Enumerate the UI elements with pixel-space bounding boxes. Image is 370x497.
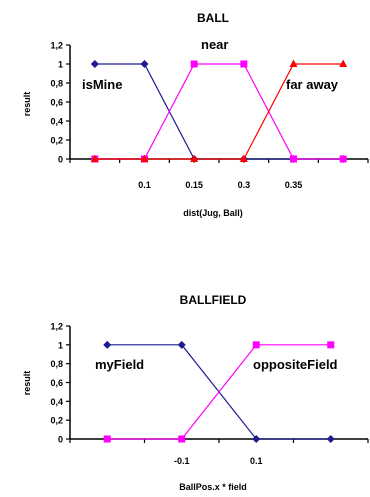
data-point-marker [240, 60, 248, 68]
data-point-marker [190, 60, 198, 68]
series-label-far-away: far away [286, 77, 339, 92]
x-tick-label: 0.1 [138, 180, 151, 190]
data-point-marker [90, 154, 99, 162]
plot-area: 1,2 1 0,8 0,6 0,4 0,2 0 0.1 0.15 0.3 0.35 [50, 41, 369, 190]
data-point-marker [103, 435, 111, 443]
data-point-marker [339, 155, 347, 163]
data-point-marker [326, 435, 335, 443]
y-tick-label: 0,8 [50, 359, 63, 369]
x-tick-label: 0.35 [285, 180, 303, 190]
data-point-marker [190, 154, 199, 162]
chart-ball: BALL dist(Jug, Ball) result 1,2 1 0,8 0,6 0,… [22, 11, 369, 218]
chart-ballfield: BALLFIELD BallPos.x * field result 1,2 1 0… [22, 293, 369, 492]
plot-area: 1,2 1 0,8 0,6 0,4 0,2 0 -0.1 0.1 [50, 322, 369, 466]
data-point-marker [178, 435, 186, 443]
data-point-marker [90, 60, 99, 68]
data-point-marker [339, 59, 348, 67]
y-axis-label: result [22, 371, 32, 396]
series-label-ismine: isMine [82, 77, 122, 92]
x-tick-label: 0.3 [238, 180, 251, 190]
series-label-myfield: myField [95, 357, 144, 372]
data-point-marker [252, 435, 261, 443]
data-point-marker [327, 341, 335, 349]
y-tick-label: 0 [58, 435, 63, 445]
x-tick-label: -0.1 [174, 456, 190, 466]
x-axis-label: BallPos.x * field [179, 482, 247, 492]
y-tick-label: 1,2 [50, 41, 63, 51]
x-tick-label: 0.1 [250, 456, 263, 466]
data-point-marker [252, 341, 260, 349]
series-line [107, 344, 331, 440]
series-label-oppositefield: oppositeField [253, 357, 338, 372]
y-tick-label: 0 [58, 155, 63, 165]
y-tick-label: 0,6 [50, 98, 63, 108]
y-tick-label: 0,4 [50, 117, 63, 127]
data-point-marker [290, 155, 297, 163]
y-tick-label: 0,2 [50, 416, 63, 426]
data-point-marker [177, 340, 186, 349]
y-tick-label: 0,2 [50, 136, 63, 146]
y-tick-label: 1,2 [50, 322, 63, 332]
chart-title: BALL [197, 11, 229, 25]
data-point-marker [289, 59, 298, 67]
series-label-near: near [201, 37, 228, 52]
data-point-marker [103, 340, 112, 349]
chart-title: BALLFIELD [180, 293, 247, 307]
y-tick-label: 0,4 [50, 397, 63, 407]
data-point-marker [140, 60, 149, 68]
x-tick-label: 0.15 [185, 180, 203, 190]
x-axis-label: dist(Jug, Ball) [183, 208, 243, 218]
y-axis-label: result [22, 92, 32, 117]
y-tick-label: 0,8 [50, 79, 63, 89]
y-tick-label: 1 [58, 60, 63, 70]
y-tick-label: 1 [58, 340, 63, 350]
data-point-marker [239, 154, 248, 162]
series-line [94, 63, 344, 160]
y-tick-label: 0,6 [50, 378, 63, 388]
data-point-marker [140, 154, 149, 162]
